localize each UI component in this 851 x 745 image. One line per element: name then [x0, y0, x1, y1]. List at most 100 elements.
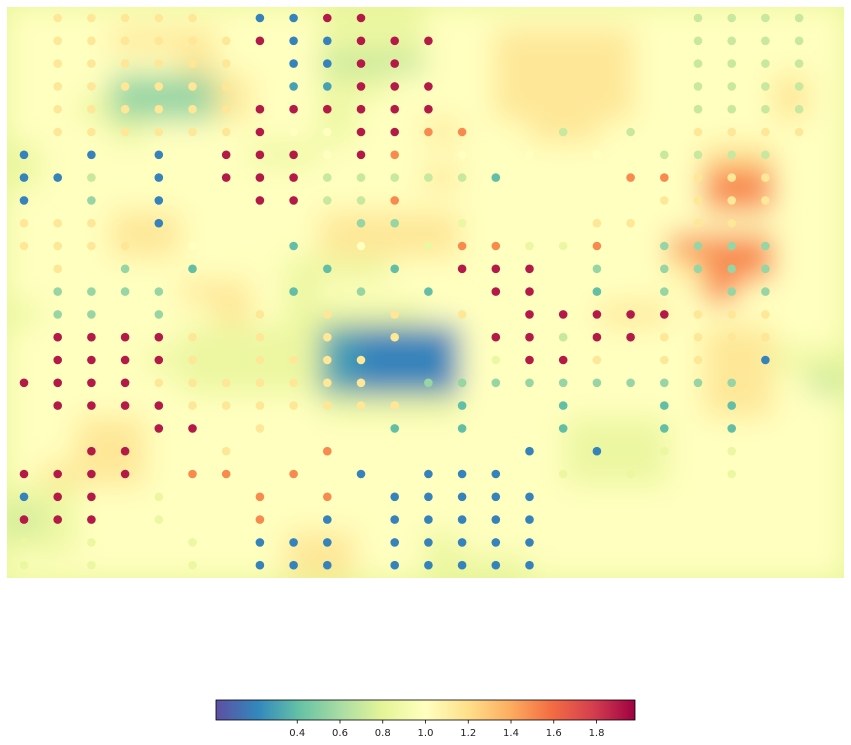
- field-cell: [633, 531, 671, 557]
- data-point: [87, 287, 96, 296]
- data-point: [457, 173, 467, 182]
- data-point: [356, 241, 366, 251]
- colorbar-gradient: [215, 699, 636, 721]
- data-point: [87, 150, 96, 160]
- field-cell: [529, 211, 566, 237]
- field-cell: [633, 28, 671, 54]
- field-cell: [738, 211, 776, 237]
- field-cell: [145, 348, 183, 374]
- field-cell: [703, 7, 741, 31]
- field-cell: [738, 97, 776, 123]
- data-point: [154, 82, 164, 91]
- data-point: [525, 560, 534, 570]
- field-cell: [494, 508, 532, 534]
- field-cell: [250, 394, 287, 420]
- data-point: [87, 355, 96, 365]
- field-cell: [180, 280, 218, 305]
- data-point: [491, 355, 501, 365]
- field-cell: [773, 165, 811, 191]
- field-cell: [424, 211, 462, 237]
- field-cell: [773, 28, 811, 54]
- field-cell: [529, 28, 566, 54]
- field-cell: [145, 462, 183, 488]
- field-cell: [40, 417, 78, 442]
- data-point: [761, 355, 770, 365]
- field-cell: [424, 325, 462, 351]
- data-point: [693, 150, 703, 160]
- field-cell: [738, 348, 776, 374]
- field-cell: [215, 371, 253, 397]
- field-cell: [110, 302, 148, 328]
- field-cell: [180, 120, 218, 146]
- data-point: [323, 196, 332, 205]
- data-point: [390, 104, 400, 114]
- data-point: [356, 469, 366, 479]
- data-point: [727, 241, 736, 251]
- data-point: [120, 82, 130, 91]
- field-cell: [180, 417, 218, 442]
- field-cell: [250, 485, 287, 511]
- field-cell: [564, 485, 601, 511]
- field-cell: [215, 188, 253, 214]
- field-cell: [145, 7, 183, 31]
- field-cell: [598, 234, 636, 260]
- data-point: [87, 492, 96, 502]
- data-point: [323, 173, 332, 182]
- field-cell: [424, 143, 462, 168]
- data-point: [727, 173, 736, 182]
- field-cell: [180, 165, 218, 191]
- data-point: [525, 264, 534, 274]
- field-cell: [808, 74, 844, 100]
- data-point: [87, 560, 96, 570]
- data-point: [188, 378, 197, 388]
- field-cell: [250, 234, 287, 260]
- data-point: [356, 150, 366, 160]
- data-point: [592, 241, 602, 251]
- data-point: [87, 515, 96, 524]
- data-point: [255, 560, 265, 570]
- data-point: [390, 401, 400, 410]
- data-point: [660, 401, 669, 410]
- data-point: [19, 538, 29, 547]
- field-cell: [564, 120, 601, 146]
- field-cell: [354, 257, 392, 283]
- field-cell: [145, 325, 183, 351]
- field-cell: [773, 280, 811, 305]
- field-cell: [738, 554, 776, 578]
- field-cell: [529, 531, 566, 557]
- data-point: [660, 264, 669, 274]
- field-cell: [598, 7, 636, 31]
- data-point: [289, 469, 298, 479]
- data-point: [255, 196, 265, 205]
- data-point: [87, 538, 96, 547]
- field-cell: [738, 371, 776, 397]
- data-point: [727, 36, 736, 46]
- field-cell: [459, 51, 497, 77]
- data-point: [660, 310, 669, 319]
- data-point: [53, 264, 62, 274]
- field-cell: [424, 302, 462, 328]
- data-point: [626, 332, 635, 342]
- data-point: [255, 36, 265, 46]
- field-cell: [598, 257, 636, 283]
- data-point: [592, 264, 602, 274]
- data-point: [626, 310, 635, 319]
- field-cell: [180, 531, 218, 557]
- data-point: [693, 13, 703, 23]
- data-point: [53, 332, 62, 342]
- field-cell: [529, 554, 566, 578]
- colorbar-tick-label: 1.2: [460, 728, 476, 739]
- data-point: [188, 36, 197, 46]
- data-point: [323, 560, 332, 570]
- data-point: [390, 150, 400, 160]
- field-cell: [40, 188, 78, 214]
- data-point: [457, 127, 467, 137]
- data-point: [323, 355, 332, 365]
- data-point: [154, 332, 164, 342]
- field-cell: [529, 7, 566, 31]
- field-cell: [564, 165, 601, 191]
- field-cell: [285, 325, 322, 351]
- data-point: [693, 378, 703, 388]
- field-cell: [773, 439, 811, 465]
- field-cell: [773, 234, 811, 260]
